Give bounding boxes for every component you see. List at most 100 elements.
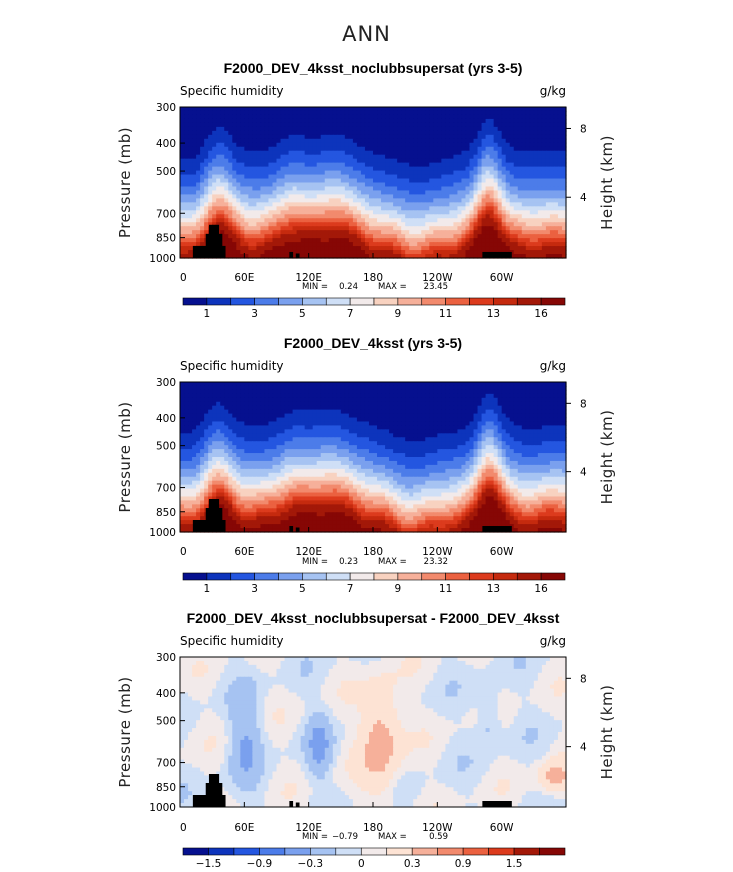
field-cell: [561, 234, 567, 239]
field-cell: [344, 122, 350, 128]
field-cell: [421, 170, 426, 176]
field-cell: [449, 154, 455, 160]
field-cell: [517, 421, 523, 427]
field-cell: [485, 234, 491, 239]
field-cell: [196, 118, 201, 124]
field-cell: [216, 389, 221, 395]
field-cell: [324, 114, 330, 120]
field-cell: [252, 385, 257, 391]
field-cell: [244, 170, 249, 176]
field-cell: [425, 401, 430, 407]
field-cell: [501, 421, 507, 427]
field-cell: [340, 110, 346, 116]
field-cell: [240, 118, 245, 124]
field-cell: [252, 421, 257, 427]
field-cell: [373, 222, 378, 227]
field-cell: [545, 182, 551, 188]
field-cell: [461, 397, 467, 403]
field-cell: [533, 218, 539, 223]
field-cell: [549, 230, 555, 235]
field-cell: [244, 230, 249, 235]
field-cell: [220, 210, 225, 215]
field-cell: [561, 190, 567, 196]
field-cell: [260, 214, 266, 219]
field-cell: [352, 206, 358, 211]
field-cell: [453, 170, 459, 176]
field-cell: [389, 206, 394, 211]
field-cell: [433, 409, 438, 415]
field-cell: [184, 389, 189, 395]
field-cell: [248, 107, 253, 112]
field-cell: [324, 186, 330, 192]
field-cell: [336, 206, 342, 211]
field-cell: [557, 401, 563, 407]
field-cell: [373, 246, 378, 251]
field-cell: [501, 158, 507, 164]
field-cell: [192, 214, 197, 219]
field-cell: [220, 154, 225, 160]
field-cell: [252, 214, 257, 219]
field-cell: [348, 118, 354, 124]
field-cell: [192, 242, 197, 247]
field-cell: [192, 107, 197, 112]
field-cell: [184, 182, 189, 188]
field-cell: [352, 134, 358, 140]
field-cell: [368, 218, 374, 223]
field-cell: [192, 393, 197, 399]
field-cell: [525, 250, 531, 255]
field-cell: [509, 198, 515, 203]
field-cell: [517, 218, 523, 223]
field-cell: [360, 130, 366, 136]
field-cell: [232, 206, 237, 211]
field-cell: [405, 405, 410, 411]
field-cell: [360, 114, 366, 120]
field-cell: [244, 409, 249, 415]
field-cell: [224, 178, 229, 184]
field-cell: [248, 421, 253, 427]
field-cell: [348, 413, 354, 419]
field-cell: [312, 234, 318, 239]
field-cell: [240, 210, 245, 215]
field-cell: [356, 401, 362, 407]
field-cell: [196, 162, 201, 168]
field-cell: [433, 174, 438, 180]
field-cell: [397, 397, 402, 403]
field-cell: [364, 425, 370, 430]
field-cell: [541, 401, 547, 407]
field-cell: [405, 230, 410, 235]
field-cell: [280, 214, 286, 219]
field-cell: [324, 409, 330, 415]
field-cell: [489, 230, 495, 235]
field-cell: [288, 382, 294, 387]
field-cell: [441, 158, 446, 164]
field-cell: [429, 401, 434, 407]
field-cell: [244, 234, 249, 239]
field-cell: [445, 218, 450, 223]
field-cell: [465, 150, 471, 156]
field-cell: [481, 170, 487, 176]
field-cell: [481, 130, 487, 136]
field-cell: [517, 142, 523, 148]
field-cell: [208, 417, 213, 423]
field-cell: [216, 401, 221, 407]
field-cell: [364, 401, 370, 407]
field-cell: [324, 246, 330, 251]
field-cell: [288, 186, 294, 192]
field-cell: [493, 417, 499, 423]
colorbar-swatch: [469, 297, 494, 306]
field-cell: [224, 409, 229, 415]
field-cell: [449, 417, 455, 423]
field-cell: [244, 150, 249, 156]
field-cell: [465, 178, 471, 184]
field-cell: [180, 250, 185, 255]
field-cell: [252, 166, 257, 172]
field-cell: [489, 190, 495, 196]
field-cell: [377, 222, 382, 227]
field-cell: [192, 186, 197, 192]
field-cell: [473, 190, 479, 196]
field-cell: [489, 114, 495, 120]
y-tick-label: 400: [156, 138, 176, 150]
field-cell: [184, 382, 189, 387]
field-cell: [377, 142, 382, 148]
field-cell: [204, 206, 209, 211]
